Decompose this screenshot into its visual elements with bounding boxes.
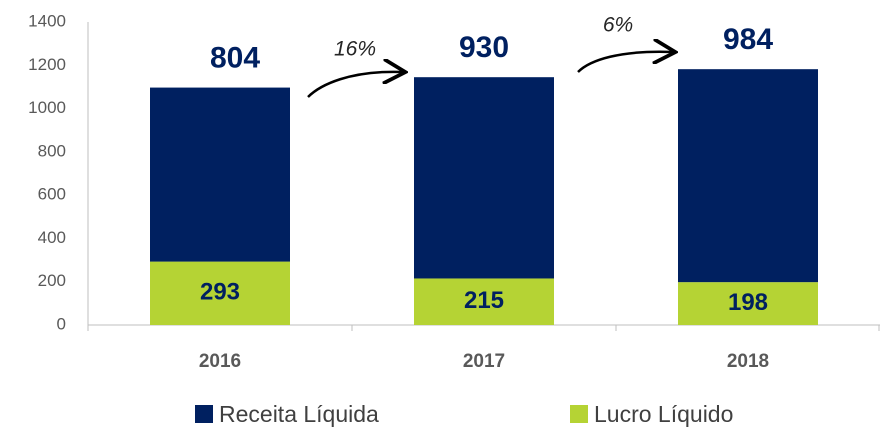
y-tick-label: 1200 [28, 55, 66, 74]
growth-arrow [307, 72, 403, 98]
y-tick-label: 600 [38, 185, 66, 204]
x-tick-label: 2018 [727, 351, 769, 372]
bar-segment [414, 77, 554, 279]
annotation: 6% [603, 14, 633, 37]
bar-segment [150, 87, 290, 262]
data-label: 984 [723, 23, 773, 56]
legend-swatch [570, 405, 588, 423]
data-label: 804 [210, 41, 260, 74]
bar-segment [414, 278, 554, 325]
bar-segment [150, 261, 290, 325]
data-label: 293 [200, 279, 240, 306]
y-tick-label: 400 [38, 228, 66, 247]
x-tick-label: 2016 [199, 351, 241, 372]
y-tick-label: 1400 [28, 11, 66, 30]
x-tick-label: 2017 [463, 351, 505, 372]
category-separators [87, 325, 880, 331]
growth-arrow [577, 52, 673, 73]
y-tick-label: 1000 [28, 98, 66, 117]
legend-label: Lucro Líquido [594, 401, 733, 427]
data-label: 198 [728, 289, 768, 316]
data-label: 215 [464, 287, 504, 314]
bar-segment [678, 69, 818, 283]
bar-segment [678, 282, 818, 325]
annotation: 16% [334, 38, 376, 61]
data-label: 930 [459, 31, 509, 64]
legend-swatch [195, 405, 213, 423]
y-tick-label: 800 [38, 141, 66, 160]
legend-label: Receita Líquida [219, 401, 379, 427]
y-tick-label: 0 [57, 314, 66, 333]
y-tick-label: 200 [38, 271, 66, 290]
